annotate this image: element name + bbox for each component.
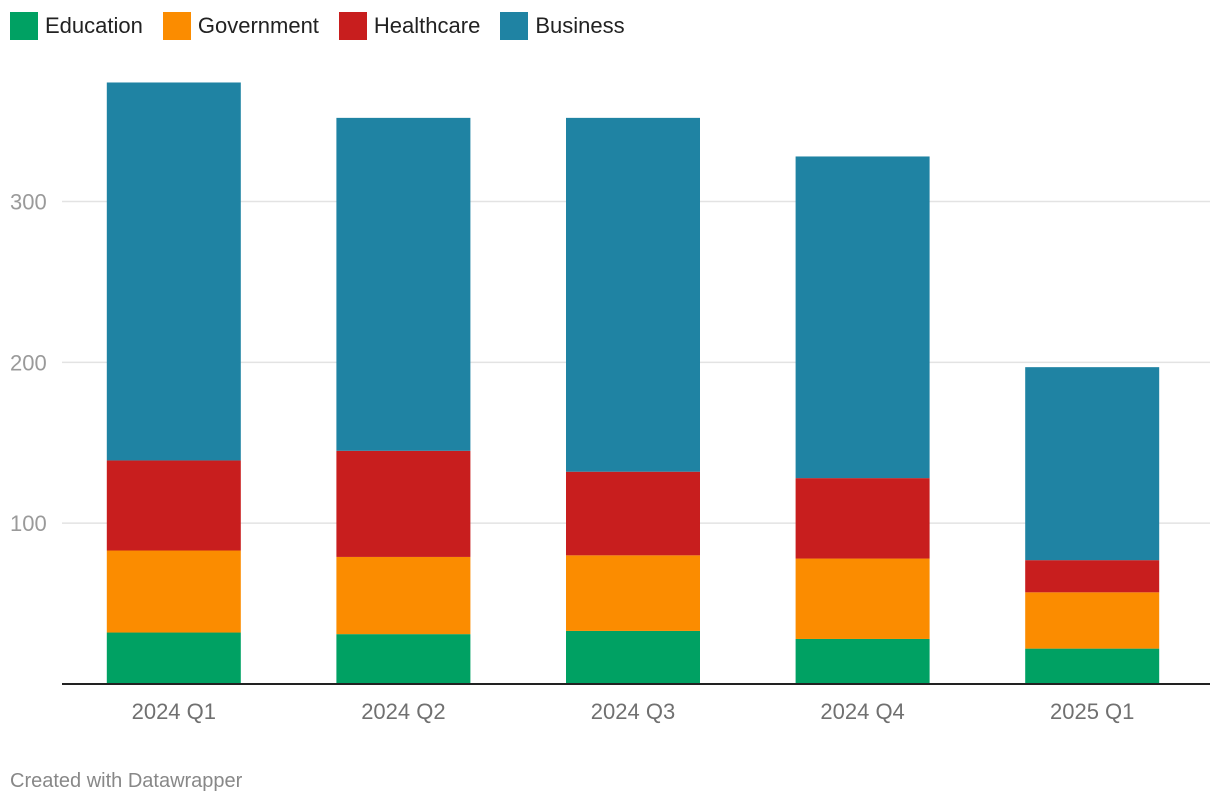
bar-business-2025-q1 (1025, 367, 1160, 561)
bar-government-2024-q4 (795, 558, 930, 639)
bar-government-2024-q2 (336, 556, 471, 635)
bar-education-2024-q3 (566, 630, 700, 684)
bar-healthcare-2024-q1 (106, 460, 241, 551)
bar-healthcare-2024-q2 (336, 450, 471, 557)
bar-education-2024-q4 (795, 638, 930, 684)
bar-education-2024-q2 (336, 634, 471, 684)
bar-business-2024-q4 (795, 156, 930, 479)
legend-label-business: Business (535, 13, 625, 38)
y-tick-label-300: 300 (10, 190, 47, 215)
legend-swatch-business (500, 12, 529, 40)
x-tick-label-2024-q1: 2024 Q1 (132, 699, 216, 724)
credit-text: Created with Datawrapper (10, 770, 243, 792)
bar-education-2025-q1 (1025, 648, 1160, 684)
bar-business-2024-q3 (566, 117, 700, 472)
bar-education-2024-q1 (106, 632, 241, 684)
x-tick-label-2024-q3: 2024 Q3 (591, 699, 675, 724)
legend-swatch-government (162, 12, 191, 40)
legend-swatch-healthcare (338, 12, 367, 40)
bar-healthcare-2024-q4 (795, 478, 930, 559)
legend-label-government: Government (197, 13, 319, 38)
bar-government-2025-q1 (1025, 592, 1160, 649)
legend-item-government: Government (162, 12, 319, 40)
legend-swatch-education (10, 12, 38, 40)
bar-healthcare-2025-q1 (1025, 560, 1160, 593)
legend-label-education: Education (45, 13, 143, 38)
bar-government-2024-q1 (106, 550, 241, 633)
stacked-bar-chart: 100 200 300 2024 Q1 2024 Q2 2024 Q3 2024 Q4 202… (10, 82, 1210, 724)
legend-item-business: Business (500, 12, 625, 40)
y-tick-label-200: 200 (10, 350, 47, 375)
legend-label-healthcare: Healthcare (373, 13, 481, 38)
x-tick-label-2025-q1: 2025 Q1 (1050, 699, 1134, 724)
bar-business-2024-q2 (336, 117, 471, 451)
legend-item-education: Education (10, 12, 143, 40)
bar-business-2024-q1 (106, 82, 241, 461)
bar-healthcare-2024-q3 (566, 471, 700, 556)
legend-item-healthcare: Healthcare (338, 12, 481, 40)
x-tick-label-2024-q2: 2024 Q2 (361, 699, 445, 724)
legend: Education Government Healthcare Business (10, 12, 645, 40)
y-tick-label-100: 100 (10, 511, 47, 536)
x-tick-label-2024-q4: 2024 Q4 (820, 699, 904, 724)
bar-government-2024-q3 (566, 555, 700, 631)
